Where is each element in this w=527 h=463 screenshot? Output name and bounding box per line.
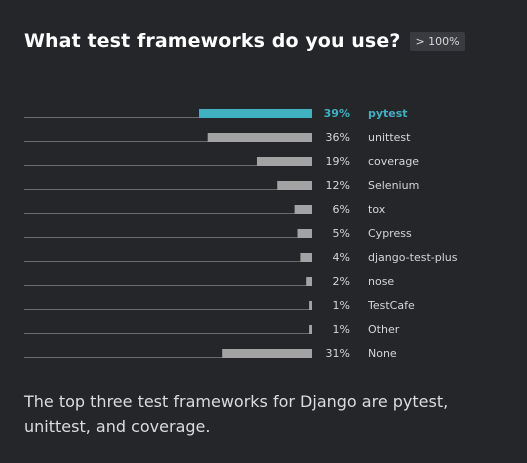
bar-django-test-plus — [300, 253, 312, 262]
bar-none — [222, 349, 312, 358]
bar-selenium — [277, 181, 312, 190]
bar-value-label: 5% — [333, 227, 350, 240]
bar-other — [309, 325, 312, 334]
category-label: None — [368, 347, 397, 360]
bar-value-label: 4% — [333, 251, 350, 264]
bar-nose — [306, 277, 312, 286]
category-label: coverage — [368, 155, 419, 168]
bar-coverage — [256, 157, 312, 166]
category-label: tox — [368, 203, 386, 216]
chart-caption: The top three test frameworks for Django… — [24, 392, 449, 436]
bar-chart: 39% pytest 36% unittest 19% coverage 12% Seleni… — [24, 107, 458, 360]
bar-unittest — [207, 133, 312, 142]
bar-testcafe — [309, 301, 312, 310]
bar-value-label: 2% — [333, 275, 350, 288]
bar-value-label: 19% — [326, 155, 350, 168]
bar-value-label: 39% — [324, 107, 350, 120]
category-label: nose — [368, 275, 394, 288]
bar-cypress — [297, 229, 312, 238]
multi-answer-badge: > 100% — [410, 31, 465, 51]
category-label: Selenium — [368, 179, 419, 192]
chart-title: What test frameworks do you use? — [24, 30, 401, 52]
category-label: django-test-plus — [368, 251, 458, 264]
category-label: Cypress — [368, 227, 412, 240]
bar-pytest — [199, 109, 312, 118]
bar-value-label: 36% — [326, 131, 350, 144]
bar-value-label: 1% — [333, 323, 350, 336]
category-label: TestCafe — [367, 299, 415, 312]
category-label: pytest — [368, 107, 408, 120]
chart-header: What test frameworks do you use? > 100% — [24, 30, 465, 52]
bar-value-label: 31% — [326, 347, 350, 360]
bar-value-label: 6% — [333, 203, 350, 216]
bar-value-label: 12% — [326, 179, 350, 192]
category-label: Other — [368, 323, 400, 336]
bar-tox — [294, 205, 312, 214]
bar-value-label: 1% — [333, 299, 350, 312]
category-label: unittest — [368, 131, 411, 144]
